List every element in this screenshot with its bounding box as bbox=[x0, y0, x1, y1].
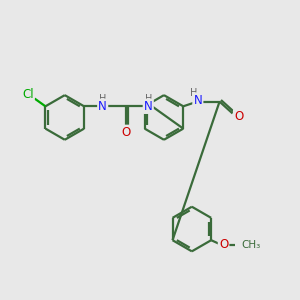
Text: Cl: Cl bbox=[22, 88, 34, 101]
Text: O: O bbox=[234, 110, 243, 123]
Text: H: H bbox=[145, 94, 152, 104]
Text: H: H bbox=[99, 94, 106, 104]
Text: H: H bbox=[190, 88, 198, 98]
Text: O: O bbox=[219, 238, 228, 251]
Text: CH₃: CH₃ bbox=[242, 240, 261, 250]
Text: N: N bbox=[144, 100, 153, 113]
Text: O: O bbox=[121, 126, 130, 139]
Text: N: N bbox=[194, 94, 202, 106]
Text: N: N bbox=[98, 100, 107, 113]
